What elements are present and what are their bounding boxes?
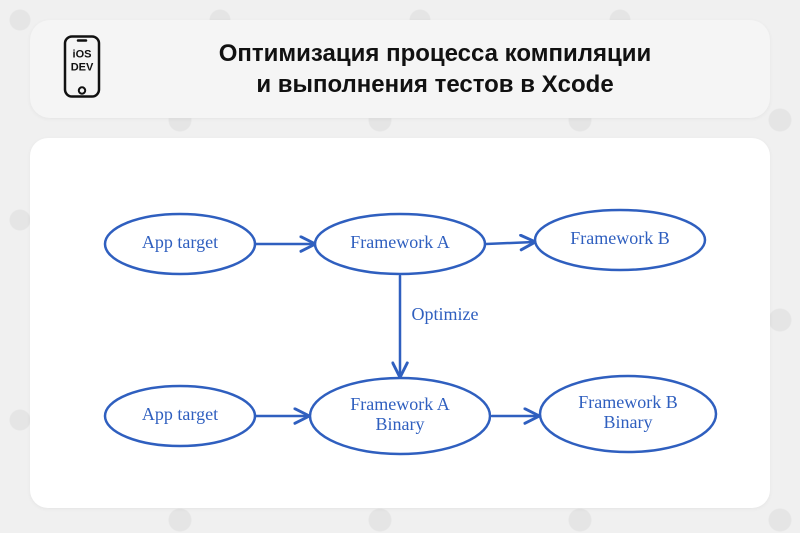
node-label: Framework A bbox=[350, 233, 449, 253]
title-line-1: Оптимизация процесса компиляции bbox=[219, 40, 651, 67]
node-label: App target bbox=[142, 233, 218, 253]
svg-text:iOS: iOS bbox=[73, 49, 92, 61]
header-card: iOS DEV Оптимизация процесса компиляции … bbox=[30, 20, 770, 118]
node-label: App target bbox=[142, 405, 218, 425]
title-line-2: и выполнения тестов в Xcode bbox=[256, 71, 613, 98]
svg-text:DEV: DEV bbox=[71, 62, 94, 74]
node-label: Framework B bbox=[570, 229, 669, 249]
ios-dev-phone-icon: iOS DEV bbox=[62, 34, 102, 105]
edge-label: Optimize bbox=[412, 305, 479, 325]
flowchart-svg: Optimize App target Framework A Framework B… bbox=[30, 138, 770, 508]
diagram-card: Optimize App target Framework A Framework B… bbox=[30, 138, 770, 508]
page-title: Оптимизация процесса компиляции и выполн… bbox=[130, 38, 740, 100]
flow-edge bbox=[486, 242, 534, 244]
